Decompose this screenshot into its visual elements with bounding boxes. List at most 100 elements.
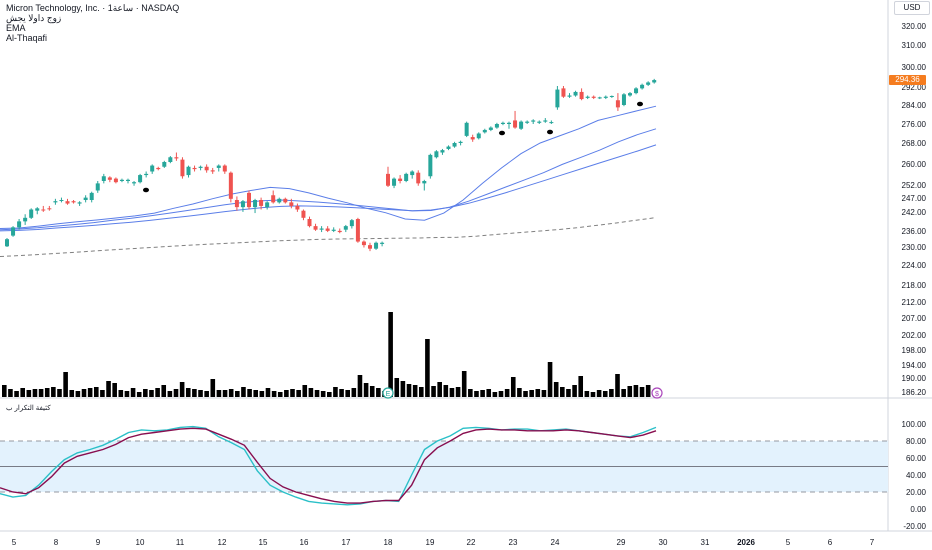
candle-body (531, 120, 536, 122)
price-tick-label: 230.00 (902, 243, 927, 252)
candle-body (537, 121, 542, 123)
candle-body (138, 175, 143, 183)
event-marker (637, 101, 643, 107)
candle-body (247, 192, 251, 208)
candle-body (579, 91, 584, 100)
volume-bar (529, 390, 534, 397)
volume-bars: E $ (2, 312, 663, 399)
volume-bar (265, 388, 271, 397)
volume-bar (590, 392, 596, 397)
volume-bar (20, 388, 25, 397)
candle-body (107, 177, 112, 180)
volume-bar (639, 387, 645, 397)
oscillator-tick-label: 60.00 (906, 454, 927, 463)
volume-bar (228, 389, 234, 397)
candle-body (416, 172, 421, 184)
volume-bar (57, 389, 62, 397)
volume-bar (81, 389, 87, 397)
volume-bar (357, 375, 363, 397)
volume-bar (492, 392, 498, 397)
candle-body (488, 127, 493, 130)
candle-body (555, 89, 560, 108)
event-marker (547, 129, 553, 135)
candle-body (35, 208, 40, 211)
candle-body (561, 88, 566, 97)
candle-body (404, 173, 409, 181)
candle-body (174, 157, 179, 159)
candle-body (410, 171, 415, 176)
candle-body (29, 209, 34, 218)
candle-body (646, 82, 651, 85)
ema-long-line (0, 217, 657, 257)
volume-bar (327, 392, 332, 397)
volume-bar (572, 385, 577, 397)
oscillator-tick-label: -20.00 (903, 522, 926, 531)
candle-body (240, 201, 245, 208)
candle-body (283, 198, 288, 203)
price-tick-label: 276.00 (902, 120, 927, 129)
time-tick-label: 18 (384, 538, 393, 547)
candle-body (507, 122, 511, 124)
volume-bar (314, 390, 320, 397)
volume-bar (596, 390, 602, 397)
candle-body (543, 120, 548, 122)
volume-bar (296, 390, 301, 397)
ema-long-line (0, 217, 657, 257)
time-tick-label: 17 (342, 538, 351, 547)
volume-bar (259, 391, 265, 397)
candle-body (482, 129, 487, 133)
chart-legend: Micron Technology, Inc. · 1ساعة · NASDAQ… (6, 3, 179, 43)
oscillator-tick-label: 80.00 (906, 437, 927, 446)
volume-bar (645, 385, 651, 397)
price-tick-label: 224.00 (902, 261, 927, 270)
earnings-marker-label: E (386, 391, 391, 398)
oscillator-tick-label: 20.00 (906, 488, 927, 497)
volume-bar (130, 388, 136, 397)
volume-bar (517, 388, 522, 397)
price-tick-label: 207.00 (902, 314, 927, 323)
time-tick-label: 19 (426, 538, 435, 547)
price-axis[interactable]: 320.00 310.00 300.00 292.00 284.00 276.00 268.… (902, 22, 927, 531)
volume-bar (535, 389, 541, 397)
time-tick-label: 11 (176, 538, 185, 547)
volume-bar (8, 389, 13, 397)
candle-body (47, 208, 52, 210)
volume-bar (621, 389, 626, 397)
time-tick-label: 5 (786, 538, 791, 547)
currency-button[interactable]: USD (894, 1, 930, 15)
stoch-d-line (0, 427, 657, 504)
volume-bar (339, 389, 344, 397)
candlesticks (5, 78, 657, 252)
time-axis[interactable]: 5 8 9 10 11 12 15 16 17 18 19 22 23 24 29 30 31 2026 5 6 7 (12, 538, 875, 547)
candle-body (470, 137, 475, 140)
candle-body (41, 209, 46, 211)
volume-bar (149, 390, 154, 397)
volume-bar (480, 390, 485, 397)
candle-body (428, 154, 433, 177)
volume-bar (320, 391, 326, 397)
volume-bar (541, 390, 547, 397)
volume-bar (38, 389, 44, 397)
time-tick-label: 24 (551, 538, 560, 547)
volume-bar (136, 392, 142, 397)
symbol-title[interactable]: Micron Technology, Inc. · 1ساعة · NASDAQ (6, 3, 180, 13)
candle-body (289, 202, 294, 206)
volume-bar (185, 388, 191, 397)
price-tick-label: 320.00 (902, 22, 927, 31)
time-tick-label: 15 (259, 538, 268, 547)
indicator-label-ema[interactable]: EMA (6, 23, 26, 33)
volume-bar (210, 379, 216, 397)
price-tick-label: 247.00 (902, 194, 927, 203)
oscillator-title[interactable]: كثيفة التكرار ب (6, 405, 51, 412)
volume-bar (284, 390, 289, 397)
candle-body (265, 202, 270, 208)
volume-bar (400, 381, 406, 397)
indicator-label-1[interactable]: زوج داولا يجش (6, 13, 62, 23)
candle-body (337, 230, 342, 233)
candle-body (216, 165, 221, 168)
volume-bar (418, 387, 424, 397)
volume-bar (26, 390, 32, 397)
price-tick-label: 190.00 (902, 374, 927, 383)
indicator-label-althaqafi[interactable]: Al-Thaqafi (6, 33, 48, 43)
